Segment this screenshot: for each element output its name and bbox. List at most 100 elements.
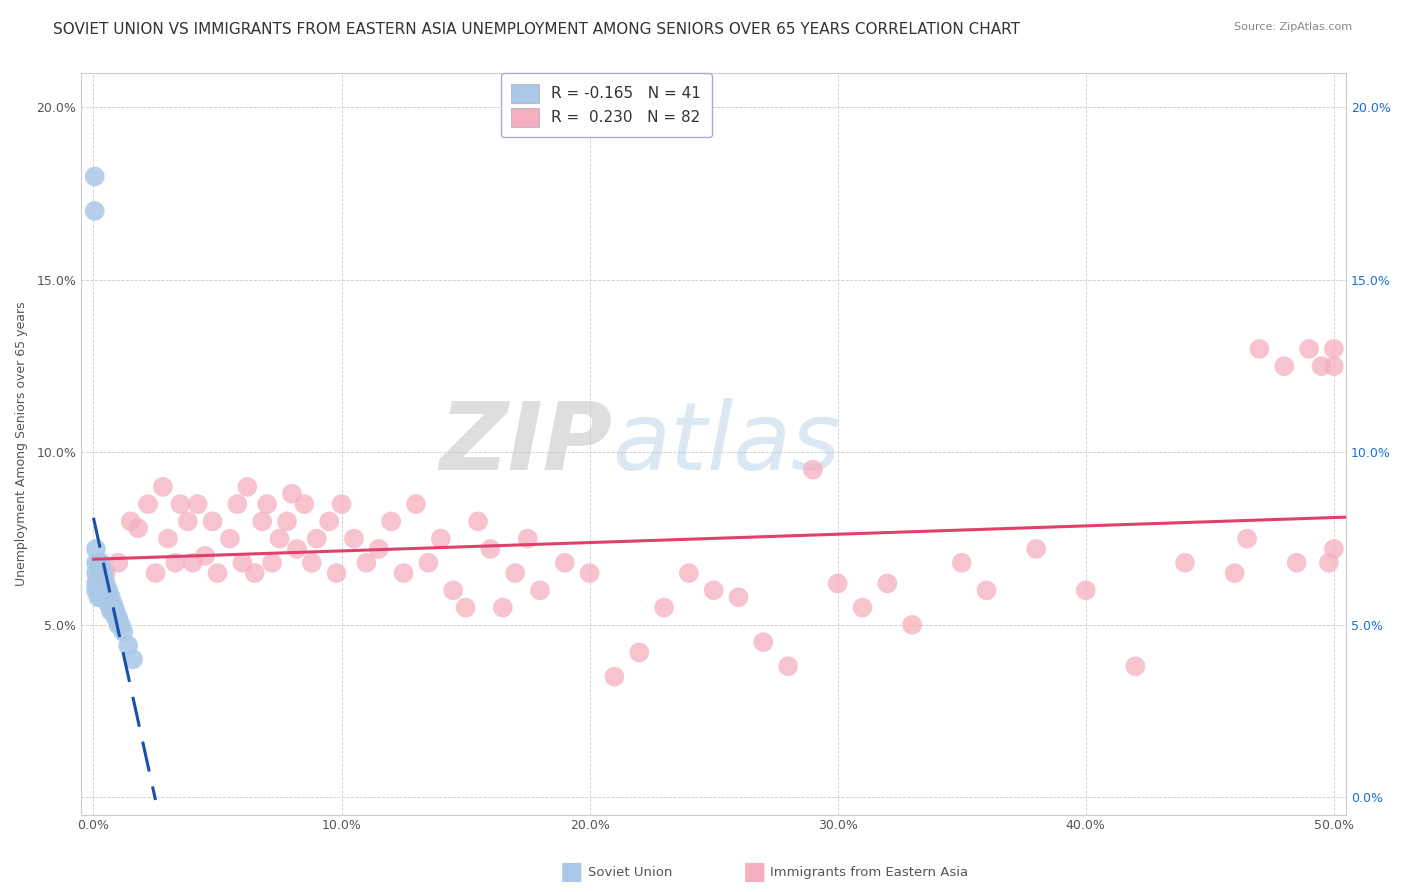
Point <box>1285 556 1308 570</box>
Point <box>93 566 115 580</box>
Point <box>1323 359 1346 373</box>
Point <box>84 566 107 580</box>
Point <box>97 591 120 605</box>
Point <box>430 532 453 546</box>
Point <box>169 497 191 511</box>
Point <box>276 514 298 528</box>
Point <box>479 541 502 556</box>
Point <box>1249 342 1271 356</box>
Point <box>678 566 700 580</box>
Point <box>87 591 110 605</box>
Point <box>1323 541 1346 556</box>
Point <box>281 487 304 501</box>
Point <box>578 566 600 580</box>
Point <box>603 669 626 683</box>
Point <box>97 583 120 598</box>
Point <box>112 624 135 639</box>
Point <box>628 645 651 659</box>
Point <box>87 556 110 570</box>
Point <box>236 480 259 494</box>
Point <box>1310 359 1333 373</box>
Point <box>165 556 187 570</box>
Text: Soviet Union: Soviet Union <box>588 866 672 879</box>
Point <box>110 617 132 632</box>
Point <box>367 541 389 556</box>
Point <box>318 514 340 528</box>
Point <box>94 583 117 598</box>
Point <box>84 541 107 556</box>
Point <box>103 597 125 611</box>
Point <box>145 566 167 580</box>
Point <box>231 556 253 570</box>
Point <box>93 583 115 598</box>
Point <box>554 556 576 570</box>
Text: ZIP: ZIP <box>440 398 613 490</box>
Point <box>467 514 489 528</box>
Point <box>380 514 402 528</box>
Point <box>100 604 122 618</box>
Text: ■: ■ <box>560 861 583 884</box>
Point <box>441 583 464 598</box>
Point <box>1236 532 1258 546</box>
Point <box>87 576 110 591</box>
Point <box>194 549 217 563</box>
Point <box>305 532 328 546</box>
Point <box>1025 541 1047 556</box>
Point <box>152 480 174 494</box>
Point <box>201 514 224 528</box>
Point <box>83 203 105 218</box>
Point <box>405 497 427 511</box>
Point <box>107 617 129 632</box>
Point <box>392 566 415 580</box>
Point <box>100 597 122 611</box>
Point <box>120 514 142 528</box>
Point <box>94 591 117 605</box>
Point <box>330 497 353 511</box>
Point <box>325 566 347 580</box>
Point <box>100 591 122 605</box>
Point <box>454 600 477 615</box>
Point <box>343 532 366 546</box>
Point <box>285 541 308 556</box>
Point <box>107 611 129 625</box>
Point <box>207 566 229 580</box>
Legend: R = -0.165   N = 41, R =  0.230   N = 82: R = -0.165 N = 41, R = 0.230 N = 82 <box>501 73 711 137</box>
Point <box>851 600 873 615</box>
Point <box>1125 659 1147 673</box>
Point <box>104 604 127 618</box>
Point <box>727 591 749 605</box>
Text: Source: ZipAtlas.com: Source: ZipAtlas.com <box>1234 22 1353 32</box>
Point <box>90 591 112 605</box>
Point <box>90 576 112 591</box>
Point <box>87 563 110 577</box>
Point <box>876 576 898 591</box>
Point <box>84 583 107 598</box>
Point <box>187 497 209 511</box>
Point <box>516 532 538 546</box>
Text: ■: ■ <box>742 861 766 884</box>
Point <box>83 169 105 184</box>
Point <box>219 532 242 546</box>
Point <box>103 604 125 618</box>
Point <box>90 583 112 598</box>
Point <box>84 576 107 591</box>
Point <box>93 591 115 605</box>
Point <box>87 583 110 598</box>
Point <box>1298 342 1320 356</box>
Point <box>93 576 115 591</box>
Point <box>243 566 266 580</box>
Point <box>950 556 973 570</box>
Point <box>107 556 129 570</box>
Point <box>262 556 284 570</box>
Point <box>356 556 378 570</box>
Point <box>292 497 315 511</box>
Point <box>177 514 200 528</box>
Point <box>104 611 127 625</box>
Point <box>1174 556 1197 570</box>
Point <box>801 462 824 476</box>
Point <box>418 556 440 570</box>
Point <box>976 583 998 598</box>
Point <box>250 514 273 528</box>
Point <box>827 576 849 591</box>
Point <box>226 497 249 511</box>
